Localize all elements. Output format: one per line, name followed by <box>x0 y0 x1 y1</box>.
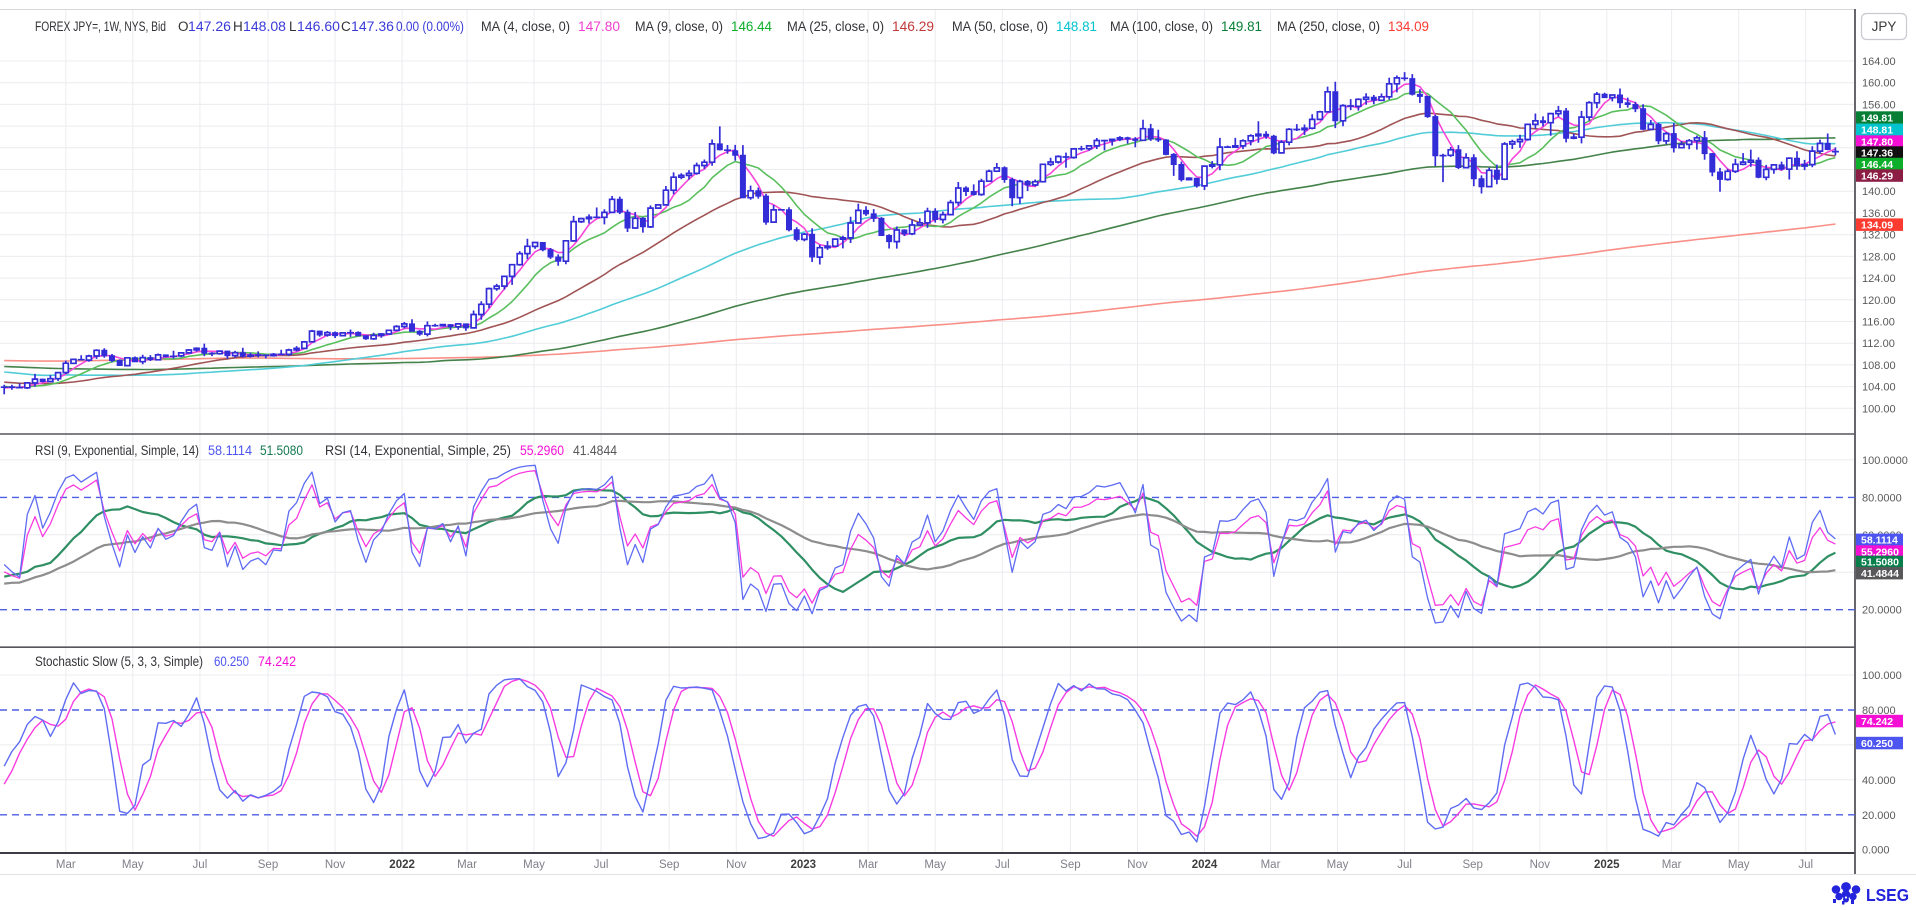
svg-text:60.250: 60.250 <box>214 654 249 669</box>
svg-text:136.00: 136.00 <box>1862 208 1896 220</box>
svg-text:160.00: 160.00 <box>1862 78 1896 90</box>
svg-text:55.2960: 55.2960 <box>520 443 564 458</box>
svg-text:Nov: Nov <box>325 859 346 871</box>
svg-text:20.000: 20.000 <box>1862 810 1896 822</box>
svg-text:60.250: 60.250 <box>1861 738 1893 750</box>
svg-text:147.36: 147.36 <box>1861 147 1893 159</box>
svg-text:58.1114: 58.1114 <box>208 443 252 458</box>
svg-text:51.5080: 51.5080 <box>1861 557 1899 569</box>
svg-text:74.242: 74.242 <box>1861 716 1893 728</box>
svg-text:H: H <box>233 19 243 34</box>
svg-text:Nov: Nov <box>1127 859 1148 871</box>
svg-text:140.00: 140.00 <box>1862 186 1896 198</box>
svg-text:MA (9, close, 0): MA (9, close, 0) <box>635 19 723 34</box>
svg-text:Jul: Jul <box>1397 859 1412 871</box>
svg-text:146.29: 146.29 <box>1861 170 1893 182</box>
svg-text:0.000: 0.000 <box>1862 845 1890 857</box>
svg-text:40.000: 40.000 <box>1862 775 1896 787</box>
svg-text:112.00: 112.00 <box>1862 338 1895 350</box>
svg-text:74.242: 74.242 <box>258 654 296 669</box>
svg-text:100.000: 100.000 <box>1862 670 1902 682</box>
svg-text:Mar: Mar <box>457 859 477 871</box>
svg-text:146.44: 146.44 <box>731 19 772 34</box>
svg-text:May: May <box>1728 859 1750 871</box>
svg-text:C: C <box>341 19 351 34</box>
svg-text:100.0000: 100.0000 <box>1862 455 1908 467</box>
svg-text:41.4844: 41.4844 <box>1861 568 1899 580</box>
svg-text:Mar: Mar <box>1662 859 1682 871</box>
svg-text:L: L <box>289 19 297 34</box>
svg-text:146.60: 146.60 <box>297 19 340 34</box>
svg-text:134.09: 134.09 <box>1861 219 1893 231</box>
svg-text:Jul: Jul <box>594 859 609 871</box>
svg-text:FOREX JPY=, 1W, NYS, Bid: FOREX JPY=, 1W, NYS, Bid <box>35 19 166 34</box>
svg-text:RSI (14, Exponential, Simple,: RSI (14, Exponential, Simple, 25) <box>325 443 511 458</box>
svg-text:108.00: 108.00 <box>1862 360 1896 372</box>
svg-text:Sep: Sep <box>258 859 278 871</box>
svg-text:41.4844: 41.4844 <box>573 443 617 458</box>
svg-text:80.0000: 80.0000 <box>1862 492 1902 504</box>
svg-text:Stochastic Slow (5, 3, 3, Simp: Stochastic Slow (5, 3, 3, Simple) <box>35 654 203 669</box>
svg-text:104.00: 104.00 <box>1862 382 1896 394</box>
svg-text:MA (250, close, 0): MA (250, close, 0) <box>1277 19 1380 34</box>
svg-text:146.44: 146.44 <box>1861 159 1893 171</box>
svg-text:100.00: 100.00 <box>1862 403 1896 415</box>
svg-text:149.81: 149.81 <box>1221 19 1262 34</box>
svg-text:147.80: 147.80 <box>1861 136 1893 148</box>
svg-text:Nov: Nov <box>726 859 747 871</box>
svg-text:MA (50, close, 0): MA (50, close, 0) <box>952 19 1048 34</box>
svg-text:Jul: Jul <box>995 859 1010 871</box>
svg-text:20.0000: 20.0000 <box>1862 605 1902 617</box>
svg-text:Sep: Sep <box>1060 859 1080 871</box>
svg-text:RSI (9, Exponential, Simple, 1: RSI (9, Exponential, Simple, 14) <box>35 443 199 458</box>
svg-text:Jul: Jul <box>193 859 208 871</box>
svg-text:MA (100, close, 0): MA (100, close, 0) <box>1110 19 1213 34</box>
svg-text:May: May <box>523 859 545 871</box>
svg-text:164.00: 164.00 <box>1862 56 1896 68</box>
svg-text:128.00: 128.00 <box>1862 251 1896 263</box>
svg-text:Nov: Nov <box>1530 859 1551 871</box>
svg-text:149.81: 149.81 <box>1861 112 1893 124</box>
svg-text:Mar: Mar <box>1261 859 1281 871</box>
svg-text:124.00: 124.00 <box>1862 273 1896 285</box>
svg-text:2022: 2022 <box>389 859 415 871</box>
svg-text:51.5080: 51.5080 <box>260 443 303 458</box>
svg-text:0.00 (0.00%): 0.00 (0.00%) <box>396 19 464 34</box>
svg-text:132.00: 132.00 <box>1862 230 1896 242</box>
svg-text:147.26: 147.26 <box>188 19 231 34</box>
svg-text:Sep: Sep <box>659 859 679 871</box>
svg-text:58.1114: 58.1114 <box>1861 535 1898 547</box>
svg-text:MA (25, close, 0): MA (25, close, 0) <box>787 19 884 34</box>
svg-text:LSEG: LSEG <box>1866 885 1909 905</box>
svg-text:80.000: 80.000 <box>1862 705 1896 717</box>
svg-text:146.29: 146.29 <box>892 19 934 34</box>
svg-text:Jul: Jul <box>1798 859 1813 871</box>
svg-text:May: May <box>924 859 946 871</box>
svg-text:2023: 2023 <box>791 859 817 871</box>
svg-text:148.08: 148.08 <box>243 19 286 34</box>
svg-text:MA (4, close, 0): MA (4, close, 0) <box>481 19 570 34</box>
svg-text:2025: 2025 <box>1594 859 1620 871</box>
svg-text:2024: 2024 <box>1192 859 1218 871</box>
svg-text:Mar: Mar <box>858 859 878 871</box>
svg-text:156.00: 156.00 <box>1862 99 1896 111</box>
svg-text:148.81: 148.81 <box>1056 19 1097 34</box>
svg-text:May: May <box>122 859 144 871</box>
svg-text:148.81: 148.81 <box>1861 125 1893 137</box>
svg-text:May: May <box>1327 859 1349 871</box>
svg-text:147.80: 147.80 <box>578 19 620 34</box>
svg-text:Sep: Sep <box>1462 859 1482 871</box>
svg-text:147.36: 147.36 <box>351 19 394 34</box>
svg-text:Mar: Mar <box>56 859 76 871</box>
svg-text:O: O <box>178 19 189 34</box>
svg-text:120.00: 120.00 <box>1862 295 1896 307</box>
svg-text:116.00: 116.00 <box>1862 317 1895 329</box>
svg-text:55.2960: 55.2960 <box>1861 546 1899 558</box>
svg-text:JPY: JPY <box>1872 19 1897 34</box>
svg-text:134.09: 134.09 <box>1388 19 1429 34</box>
